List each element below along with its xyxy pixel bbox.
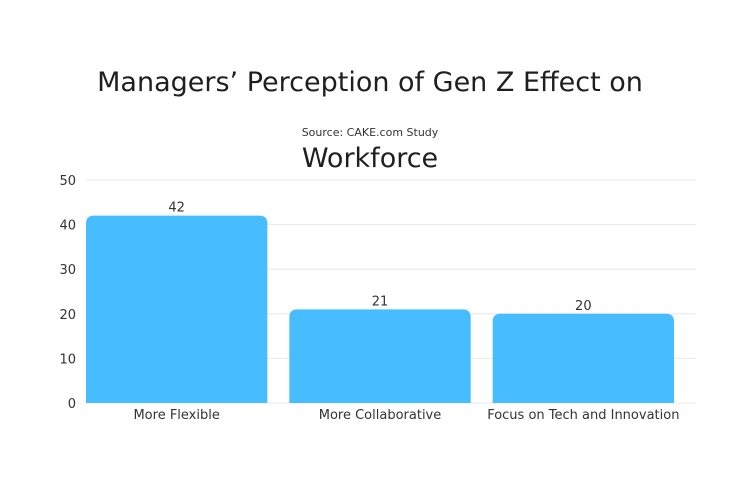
- data-label-1: 21: [372, 294, 389, 309]
- chart-title: Managers’ Perception of Gen Z Effect on …: [0, 26, 740, 216]
- data-label-0: 42: [168, 201, 185, 216]
- y-tick-label: 0: [68, 397, 76, 412]
- category-label-2: Focus on Tech and Innovation: [487, 408, 679, 423]
- y-tick-label: 40: [59, 219, 76, 234]
- bar-2: [492, 313, 674, 403]
- chart-title-line-2: Workforce: [301, 143, 439, 174]
- y-tick-label: 30: [59, 263, 76, 278]
- category-label-0: More Flexible: [133, 408, 219, 423]
- y-tick-label: 20: [59, 308, 76, 323]
- bars: [86, 215, 674, 403]
- bar-1: [289, 309, 471, 403]
- data-labels: 42 21 20: [168, 201, 591, 314]
- y-tick-label: 50: [59, 174, 76, 189]
- y-tick-label: 10: [59, 352, 76, 367]
- y-axis-ticks: 0 10 20 30 40 50: [59, 174, 76, 412]
- bar-0: [86, 215, 268, 403]
- chart-subtitle: Source: CAKE.com Study: [301, 126, 439, 139]
- category-label-1: More Collaborative: [319, 408, 442, 423]
- x-axis-categories: More Flexible More Collaborative Focus on …: [133, 408, 679, 423]
- data-label-2: 20: [575, 299, 592, 314]
- chart-title-line-1: Managers’ Perception of Gen Z Effect on: [97, 67, 643, 98]
